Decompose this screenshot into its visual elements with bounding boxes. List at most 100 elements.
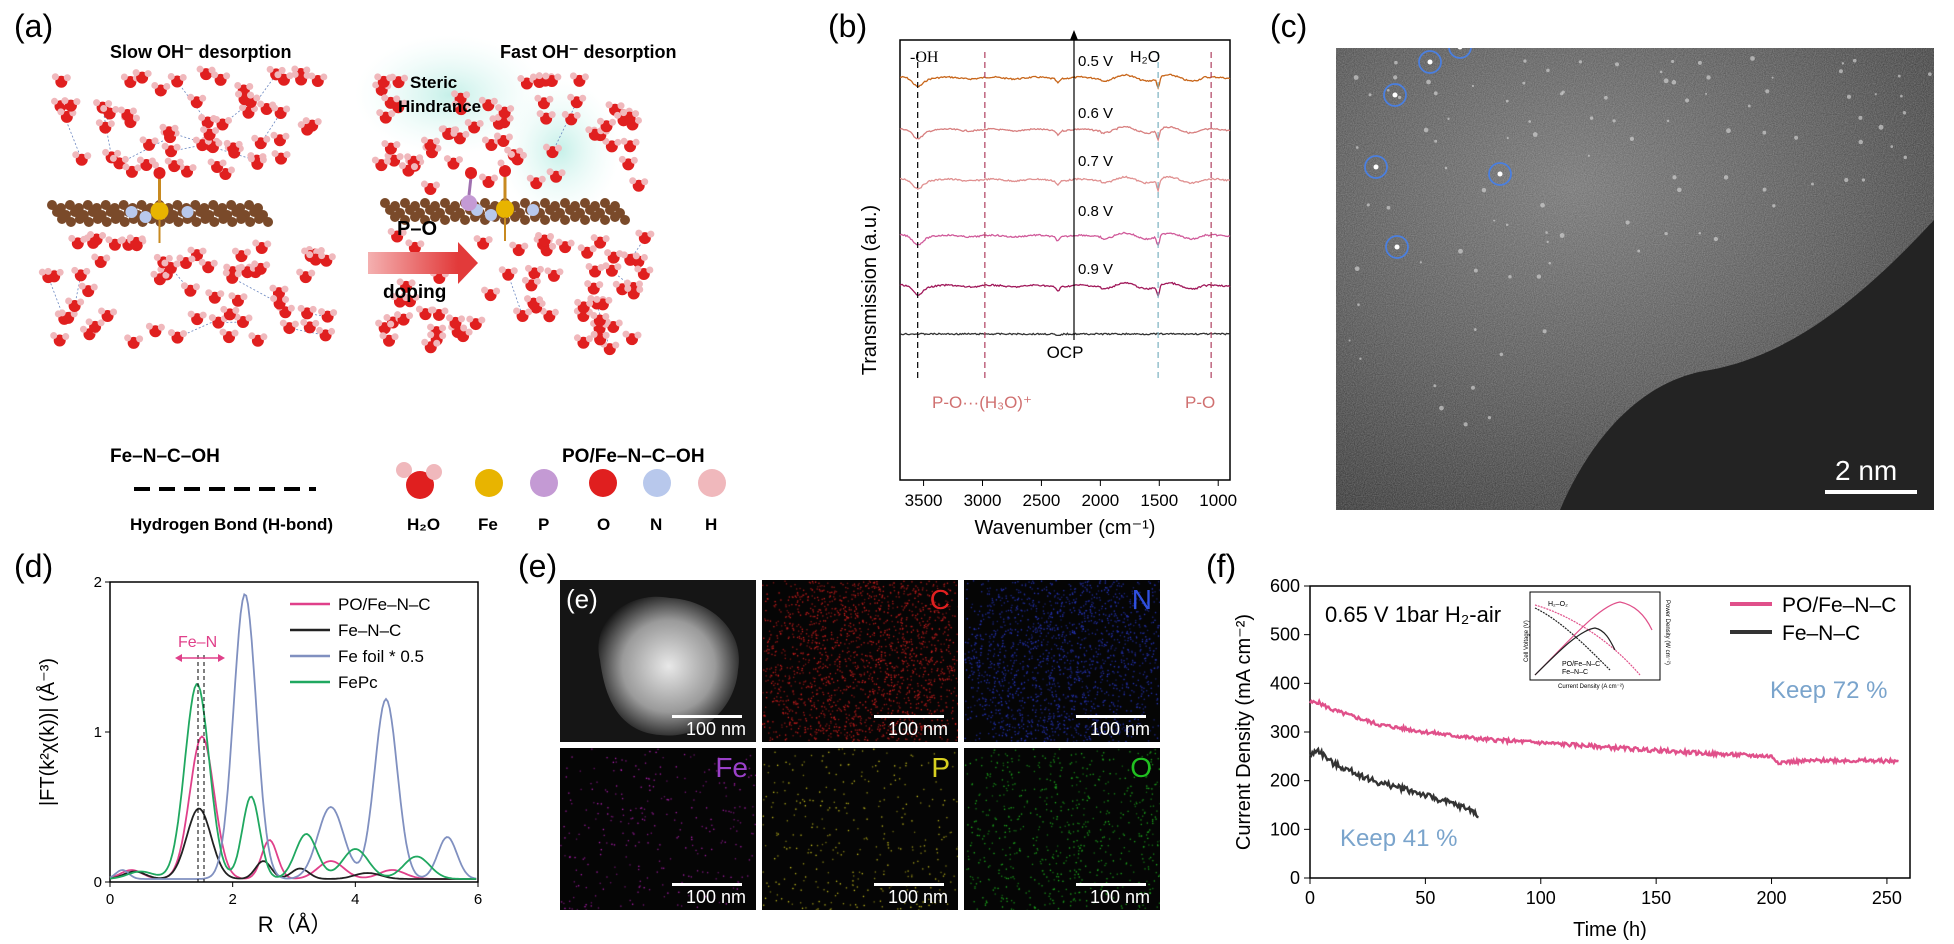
water-h — [301, 247, 309, 255]
water-h — [441, 307, 449, 315]
map-p-label: P — [931, 752, 950, 783]
water-h — [495, 104, 503, 112]
single-atom-circle — [1488, 162, 1512, 186]
atom-spot — [1684, 98, 1690, 103]
carbon-atom — [610, 212, 620, 222]
water-h — [122, 163, 130, 171]
water-h — [393, 95, 401, 103]
water-h — [524, 264, 532, 272]
water-h — [330, 309, 338, 317]
single-atom-spot — [1320, 90, 1325, 95]
atom-spot — [1536, 274, 1542, 279]
carbon-atom — [410, 212, 420, 222]
carbon-atom — [92, 214, 103, 224]
water-h — [281, 285, 289, 293]
map-n-scale-label: 100 nm — [1089, 719, 1150, 739]
atom-spot — [1878, 124, 1884, 130]
water-h — [159, 123, 167, 131]
water-h — [634, 116, 642, 124]
water-h — [173, 260, 181, 268]
ftir-series-2 — [899, 175, 1231, 194]
atom-spot — [1629, 136, 1635, 142]
water-h — [401, 74, 409, 82]
water-h — [478, 316, 486, 324]
ftir-ylabel: Transmission (a.u.) — [859, 205, 881, 375]
atom-spot — [1772, 204, 1776, 208]
water-h — [388, 110, 396, 118]
water-h — [228, 292, 236, 300]
carbon-atom — [164, 214, 175, 224]
hydroxyl-h — [152, 161, 159, 169]
water-h — [433, 339, 441, 347]
hbond-line — [119, 136, 171, 164]
water-h — [173, 143, 181, 151]
water-h — [371, 156, 379, 164]
water-h — [83, 267, 91, 275]
water-h — [134, 164, 142, 172]
water-h — [517, 75, 525, 83]
water-h — [402, 294, 410, 302]
water-h — [490, 97, 498, 105]
durability-ytick-label: 200 — [1270, 771, 1300, 791]
water-h — [198, 258, 206, 266]
water-h — [199, 247, 207, 255]
atom-spot — [1393, 75, 1398, 80]
water-h — [187, 310, 195, 318]
carbon-atom — [385, 205, 395, 215]
water-h — [534, 94, 542, 102]
atom-spot — [1762, 187, 1767, 192]
legend-fe-text: Fe–N–C — [1782, 622, 1860, 645]
water-h — [567, 93, 575, 101]
carbon-atom — [400, 215, 410, 225]
exafs-ytick-label: 1 — [94, 724, 102, 741]
hydroxyl-o — [153, 167, 166, 179]
map-o-label: O — [1130, 752, 1152, 783]
water-h — [415, 305, 423, 313]
carbon-atom — [231, 207, 242, 217]
panel-b-label: (b) — [828, 8, 868, 44]
carbon-atom — [420, 215, 430, 225]
water-h — [405, 239, 413, 247]
carbon-atom — [218, 214, 229, 224]
water-h — [63, 74, 71, 82]
map-c-tile: C 100 nm — [762, 580, 958, 742]
atom-spot — [1664, 231, 1668, 236]
carbon-atom — [425, 205, 435, 215]
water-h — [316, 326, 324, 334]
atom-spot — [1447, 117, 1450, 120]
water-h — [271, 150, 279, 158]
water-h — [270, 295, 278, 303]
single-atom-circle — [1260, 204, 1276, 226]
water-h — [493, 287, 501, 295]
ftir-xtick-label: 1500 — [1140, 491, 1178, 510]
atom-spot — [1348, 339, 1351, 342]
water-h — [632, 110, 640, 118]
water-h — [150, 270, 158, 278]
water-h — [420, 180, 428, 188]
water-h — [634, 331, 642, 339]
water-h — [260, 333, 268, 341]
carbon-atom — [390, 212, 400, 222]
water-h — [90, 283, 98, 291]
carbon-atom — [445, 205, 455, 215]
haadf-scale-label: 100 nm — [685, 719, 746, 739]
atom-spot — [1659, 70, 1663, 74]
atom-spot — [1672, 175, 1677, 180]
left-structure-name: Fe–N–C–OH — [110, 446, 220, 467]
water-h — [145, 322, 153, 330]
water-h — [507, 150, 515, 158]
carbon-atom — [480, 198, 490, 208]
atom-spot — [1528, 120, 1532, 123]
water-h — [569, 72, 577, 80]
durability-xtick-label: 0 — [1305, 888, 1315, 908]
water-h — [196, 65, 204, 73]
inset-vcurve-po — [1534, 604, 1641, 676]
exafs-ytick-label: 2 — [94, 574, 102, 591]
water-h — [427, 331, 435, 339]
water-h — [406, 312, 414, 320]
water-h — [390, 293, 398, 301]
panel-c: (c) 2 nm — [1260, 0, 1954, 550]
carbon-atom — [440, 198, 450, 208]
durability-xtick-label: 100 — [1526, 888, 1556, 908]
water-h — [243, 248, 251, 256]
